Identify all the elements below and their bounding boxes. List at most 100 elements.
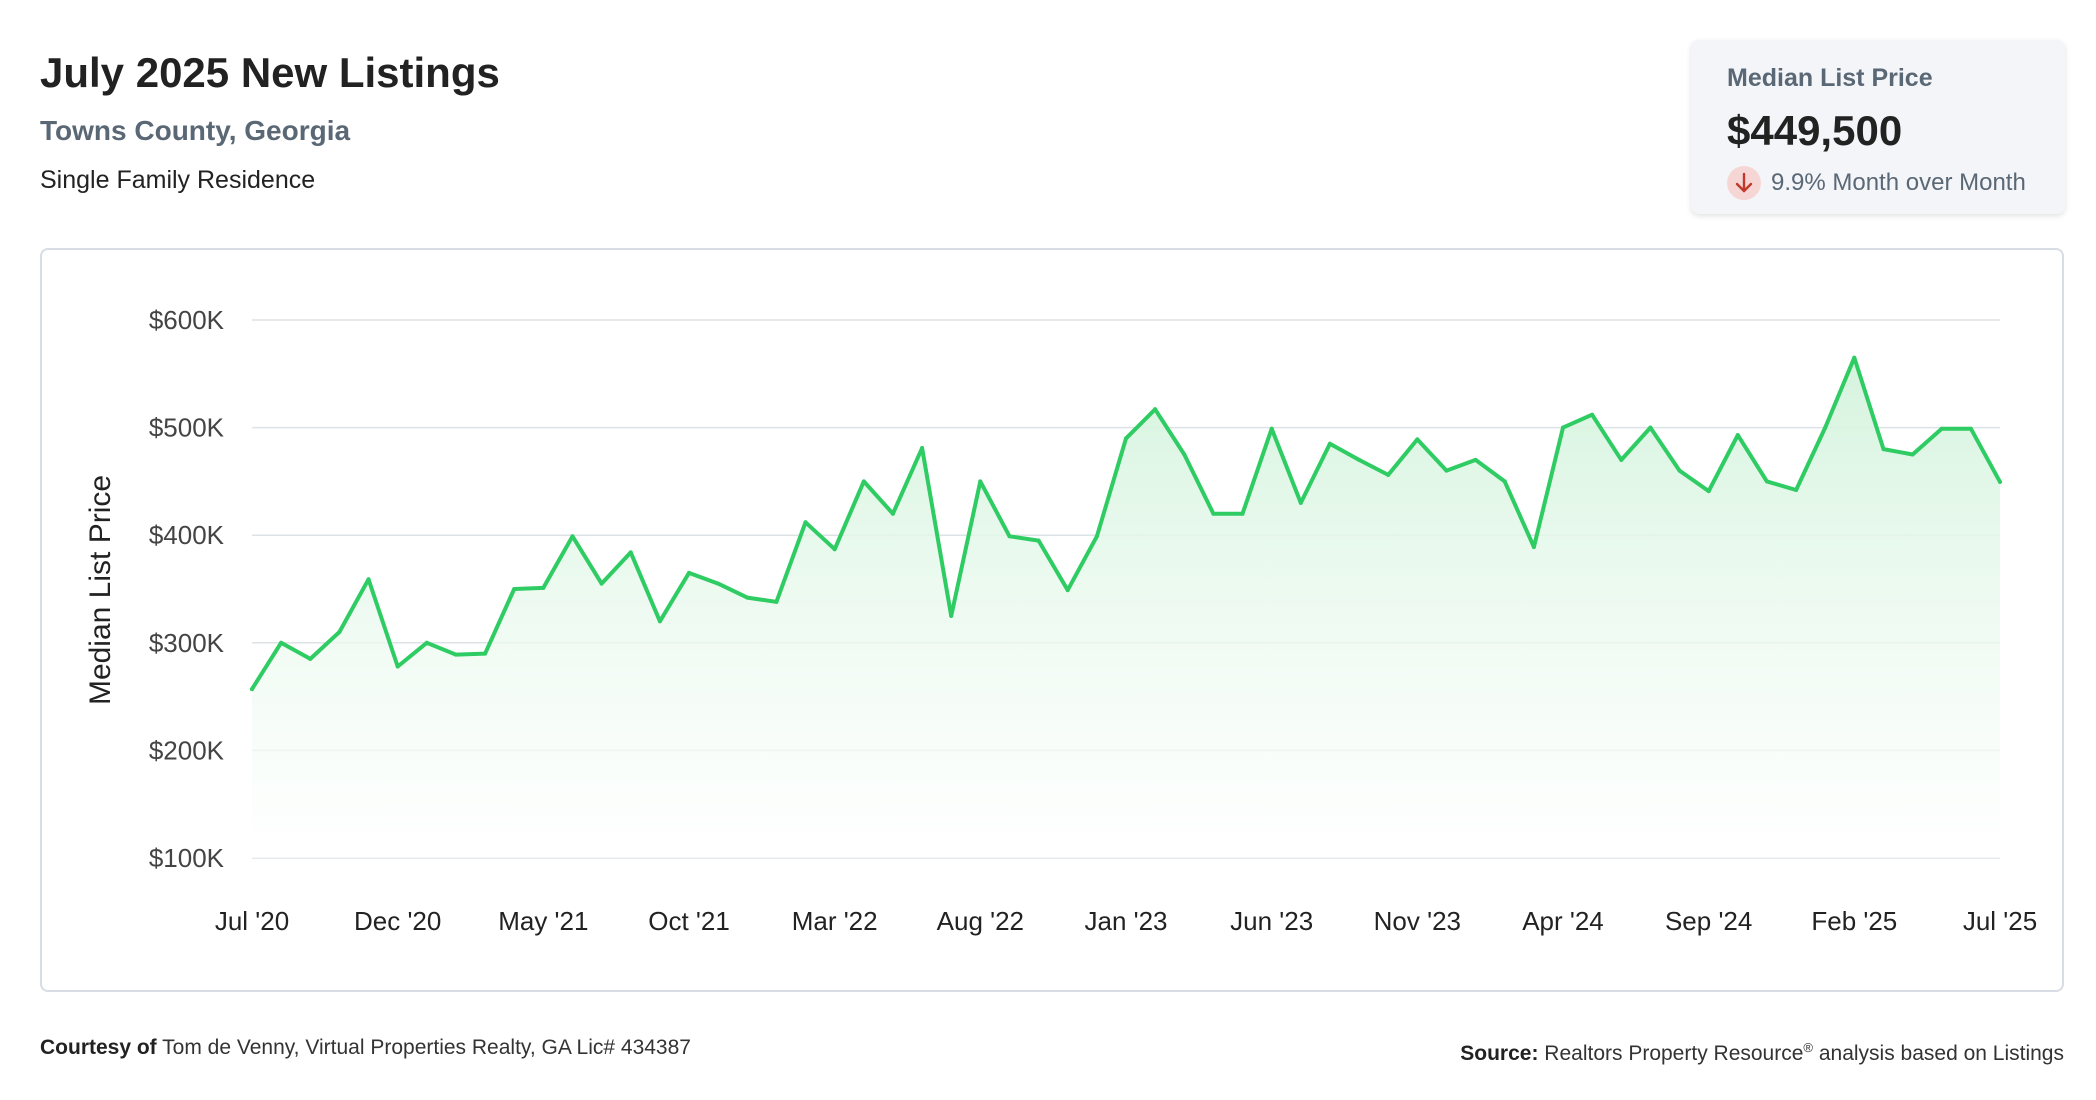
data-point: [1910, 452, 1915, 457]
source-text-suffix: analysis based on Listings: [1813, 1042, 2064, 1065]
data-point: [1764, 479, 1769, 484]
data-point: [1124, 436, 1128, 441]
data-point: [1794, 488, 1799, 492]
data-point: [1968, 426, 1973, 431]
y-tick-label: $600K: [149, 305, 225, 335]
x-tick-label: Dec '20: [354, 906, 441, 936]
x-tick-label: Jun '23: [1230, 906, 1313, 936]
data-point: [1473, 457, 1478, 462]
data-point: [890, 511, 895, 516]
x-tick-label: Jul '25: [1963, 906, 2037, 936]
x-tick-label: Aug '22: [937, 906, 1024, 936]
source-footer: Source: Realtors Property Resource® anal…: [1460, 1034, 2064, 1068]
data-point: [453, 652, 458, 657]
data-point: [424, 640, 429, 645]
data-point: [308, 656, 313, 661]
data-point: [279, 640, 284, 645]
data-point: [1298, 500, 1303, 505]
source-label: Source:: [1460, 1042, 1539, 1065]
y-tick-label: $300K: [149, 628, 225, 658]
data-point: [1007, 534, 1012, 539]
data-point: [1677, 468, 1682, 473]
data-point: [1706, 489, 1711, 494]
data-point: [1939, 426, 1944, 431]
data-point: [1823, 425, 1828, 430]
data-point: [1531, 545, 1536, 549]
data-point: [1415, 437, 1420, 442]
data-point: [1182, 452, 1187, 457]
data-point: [628, 550, 633, 555]
property-type-label: Single Family Residence: [40, 166, 316, 194]
median-list-price-card: Median List Price $449,500 9.9% Month ov…: [1691, 40, 2065, 214]
data-point: [250, 687, 254, 692]
stat-label: Median List Price: [1727, 64, 1933, 92]
data-point: [512, 587, 517, 591]
x-tick-label: May '21: [498, 906, 588, 936]
data-point: [483, 651, 488, 656]
y-tick-label: $400K: [149, 520, 225, 550]
source-text: Realtors Property Resource: [1544, 1042, 1804, 1065]
courtesy-footer: Courtesy of Tom de Venny, Virtual Proper…: [40, 1034, 691, 1062]
data-point: [1735, 433, 1740, 438]
data-point: [1094, 534, 1099, 539]
stat-change: 9.9% Month over Month: [1727, 166, 2029, 200]
chart-container: $100K $200K $300K $400K $500K $600K Jul '20 De…: [40, 248, 2064, 992]
data-point: [1269, 426, 1274, 431]
data-point: [1357, 457, 1362, 462]
data-point: [949, 613, 954, 618]
x-tick-label: Nov '23: [1374, 906, 1461, 936]
data-point: [1240, 511, 1245, 516]
y-tick-label: $100K: [149, 843, 225, 873]
data-point: [1561, 425, 1565, 430]
data-point: [920, 446, 925, 450]
y-tick-label: $200K: [149, 735, 225, 765]
data-point: [366, 577, 371, 582]
courtesy-label: Courtesy of: [40, 1036, 157, 1059]
data-point: [1502, 479, 1507, 484]
data-point: [599, 581, 604, 586]
data-point: [1998, 479, 2002, 484]
x-tick-label: Feb '25: [1811, 906, 1897, 936]
data-point: [1619, 457, 1624, 462]
data-point: [1036, 538, 1041, 543]
data-point: [570, 534, 575, 539]
data-point: [716, 581, 721, 586]
registered-mark: ®: [1803, 1040, 1813, 1055]
stat-value: $449,500: [1727, 107, 1903, 154]
data-point: [687, 570, 691, 575]
report-header: July 2025 New Listings Towns County, Geo…: [40, 46, 500, 196]
location-subtitle: Towns County, Georgia: [40, 115, 351, 146]
y-tick-label: $500K: [149, 413, 225, 443]
data-point: [1590, 412, 1595, 417]
x-tick-label: Jul '20: [215, 906, 289, 936]
report-title: July 2025 New Listings: [40, 49, 500, 96]
data-point: [978, 479, 983, 484]
data-point: [1211, 511, 1216, 516]
data-point: [337, 630, 342, 634]
data-point: [774, 599, 779, 604]
data-point: [657, 619, 662, 624]
area-fill: [252, 357, 2000, 858]
x-tick-label: Sep '24: [1665, 906, 1752, 936]
data-point: [745, 595, 750, 600]
median-list-price-chart: $100K $200K $300K $400K $500K $600K Jul '20 De…: [84, 305, 2037, 936]
data-point: [861, 479, 866, 484]
data-point: [1881, 447, 1886, 452]
x-tick-label: Jan '23: [1084, 906, 1167, 936]
y-axis-label: Median List Price: [84, 475, 117, 705]
data-point: [1153, 407, 1158, 412]
stat-change-text: 9.9% Month over Month: [1771, 169, 2026, 196]
data-point: [1852, 355, 1857, 360]
x-tick-label: Apr '24: [1522, 906, 1604, 936]
courtesy-text: Tom de Venny, Virtual Properties Realty,…: [162, 1036, 691, 1059]
data-point: [395, 664, 400, 669]
data-point: [1648, 425, 1653, 430]
data-point: [541, 585, 546, 590]
data-point: [1327, 441, 1332, 446]
x-tick-label: Oct '21: [648, 906, 730, 936]
data-point: [1444, 468, 1449, 473]
data-point: [803, 520, 808, 525]
arrow-down-icon: [1727, 166, 1761, 200]
x-tick-label: Mar '22: [792, 906, 878, 936]
data-point: [1386, 472, 1391, 477]
